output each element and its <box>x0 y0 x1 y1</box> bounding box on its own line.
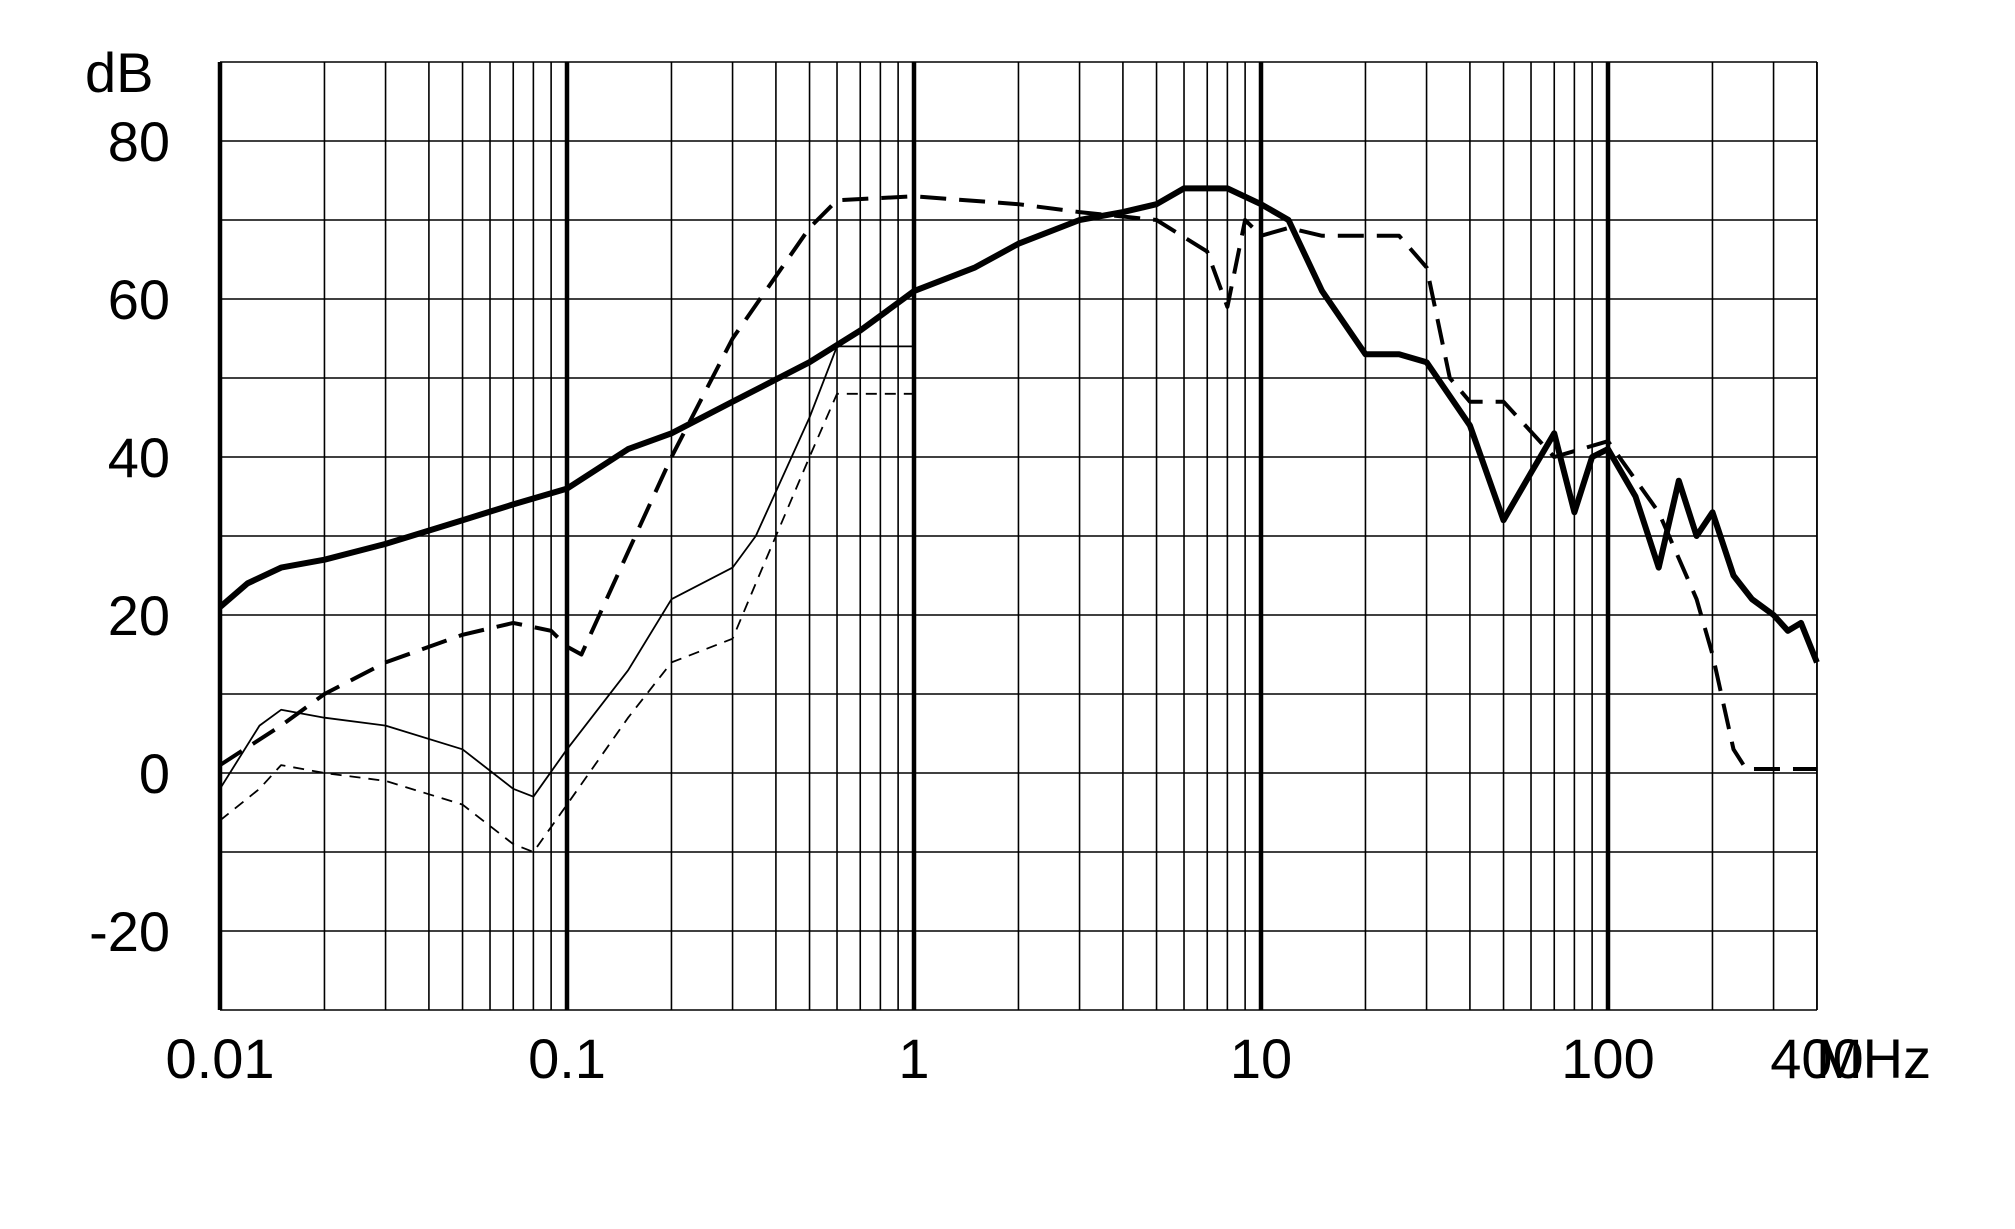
series-group <box>218 185 1820 853</box>
series-line-thick-solid <box>218 185 1820 664</box>
x-axis-unit: MHz <box>1816 1027 1931 1090</box>
y-tick-label: 0 <box>139 742 170 805</box>
y-tick-label: 40 <box>108 426 170 489</box>
x-tick-label: 100 <box>1561 1027 1654 1090</box>
y-tick-label: 80 <box>108 110 170 173</box>
tick-labels: dB MHz 80 60 40 20 0 -20 0.01 0.1 1 10 100 400 <box>85 41 1931 1090</box>
y-tick-label: 20 <box>108 584 170 647</box>
x-tick-label: 10 <box>1230 1027 1292 1090</box>
series-line-thin-dashed <box>219 392 914 853</box>
series-line-dashed <box>218 194 1817 771</box>
y-axis-label: dB <box>85 41 154 104</box>
x-tick-label: 0.01 <box>166 1027 275 1090</box>
grid <box>217 61 1818 1011</box>
series-line-thin-solid <box>219 345 914 798</box>
x-tick-label: 1 <box>898 1027 929 1090</box>
x-tick-label: 400 <box>1770 1027 1863 1090</box>
x-tick-label: 0.1 <box>528 1027 606 1090</box>
y-tick-label: 60 <box>108 268 170 331</box>
y-tick-label: -20 <box>89 900 170 963</box>
